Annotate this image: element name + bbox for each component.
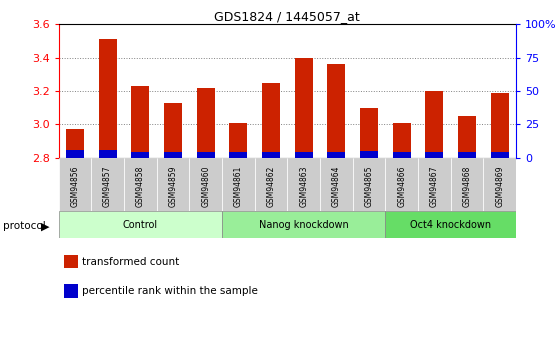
FancyBboxPatch shape: [157, 158, 189, 211]
Bar: [196, 88, 215, 158]
Bar: [229, 123, 247, 158]
Bar: [295, 58, 312, 158]
FancyBboxPatch shape: [386, 158, 418, 211]
Text: percentile rank within the sample: percentile rank within the sample: [82, 286, 258, 296]
Bar: [393, 123, 411, 158]
Title: GDS1824 / 1445057_at: GDS1824 / 1445057_at: [214, 10, 360, 23]
Text: Oct4 knockdown: Oct4 knockdown: [410, 220, 492, 230]
Bar: [393, 152, 411, 158]
Bar: [360, 151, 378, 158]
FancyBboxPatch shape: [92, 158, 124, 211]
Text: GSM94863: GSM94863: [299, 166, 308, 207]
Text: transformed count: transformed count: [82, 257, 179, 266]
FancyBboxPatch shape: [386, 211, 516, 238]
Bar: [131, 86, 150, 158]
Text: GSM94866: GSM94866: [397, 166, 406, 207]
FancyBboxPatch shape: [483, 158, 516, 211]
Bar: [229, 152, 247, 158]
Text: Nanog knockdown: Nanog knockdown: [259, 220, 349, 230]
Bar: [491, 152, 509, 158]
Bar: [131, 152, 150, 158]
Bar: [328, 152, 345, 158]
FancyBboxPatch shape: [59, 211, 222, 238]
Bar: [425, 91, 444, 158]
Text: protocol: protocol: [3, 221, 46, 231]
Bar: [295, 152, 312, 158]
Text: GSM94864: GSM94864: [332, 166, 341, 207]
Bar: [164, 103, 182, 158]
Text: GSM94862: GSM94862: [267, 166, 276, 207]
FancyBboxPatch shape: [124, 158, 157, 211]
Text: GSM94860: GSM94860: [201, 166, 210, 207]
FancyBboxPatch shape: [189, 158, 222, 211]
Bar: [164, 152, 182, 158]
Bar: [328, 64, 345, 158]
FancyBboxPatch shape: [353, 158, 386, 211]
Text: GSM94867: GSM94867: [430, 166, 439, 207]
Bar: [196, 152, 215, 158]
Text: ▶: ▶: [41, 222, 49, 232]
Bar: [262, 152, 280, 158]
Bar: [99, 39, 117, 158]
FancyBboxPatch shape: [254, 158, 287, 211]
Text: GSM94869: GSM94869: [496, 166, 504, 207]
Text: GSM94856: GSM94856: [70, 166, 79, 207]
Text: GSM94861: GSM94861: [234, 166, 243, 207]
FancyBboxPatch shape: [222, 158, 254, 211]
Bar: [458, 116, 476, 158]
Text: GSM94858: GSM94858: [136, 166, 145, 207]
FancyBboxPatch shape: [320, 158, 353, 211]
Text: GSM94868: GSM94868: [463, 166, 472, 207]
Bar: [425, 152, 444, 158]
FancyBboxPatch shape: [222, 211, 386, 238]
Text: GSM94857: GSM94857: [103, 166, 112, 207]
Bar: [458, 152, 476, 158]
Bar: [262, 83, 280, 158]
Bar: [360, 108, 378, 158]
Bar: [491, 93, 509, 158]
FancyBboxPatch shape: [418, 158, 451, 211]
Bar: [99, 150, 117, 158]
FancyBboxPatch shape: [451, 158, 483, 211]
Bar: [66, 129, 84, 158]
FancyBboxPatch shape: [59, 158, 92, 211]
Text: Control: Control: [123, 220, 158, 230]
Text: GSM94865: GSM94865: [364, 166, 373, 207]
Bar: [66, 150, 84, 158]
FancyBboxPatch shape: [287, 158, 320, 211]
Text: GSM94859: GSM94859: [169, 166, 177, 207]
